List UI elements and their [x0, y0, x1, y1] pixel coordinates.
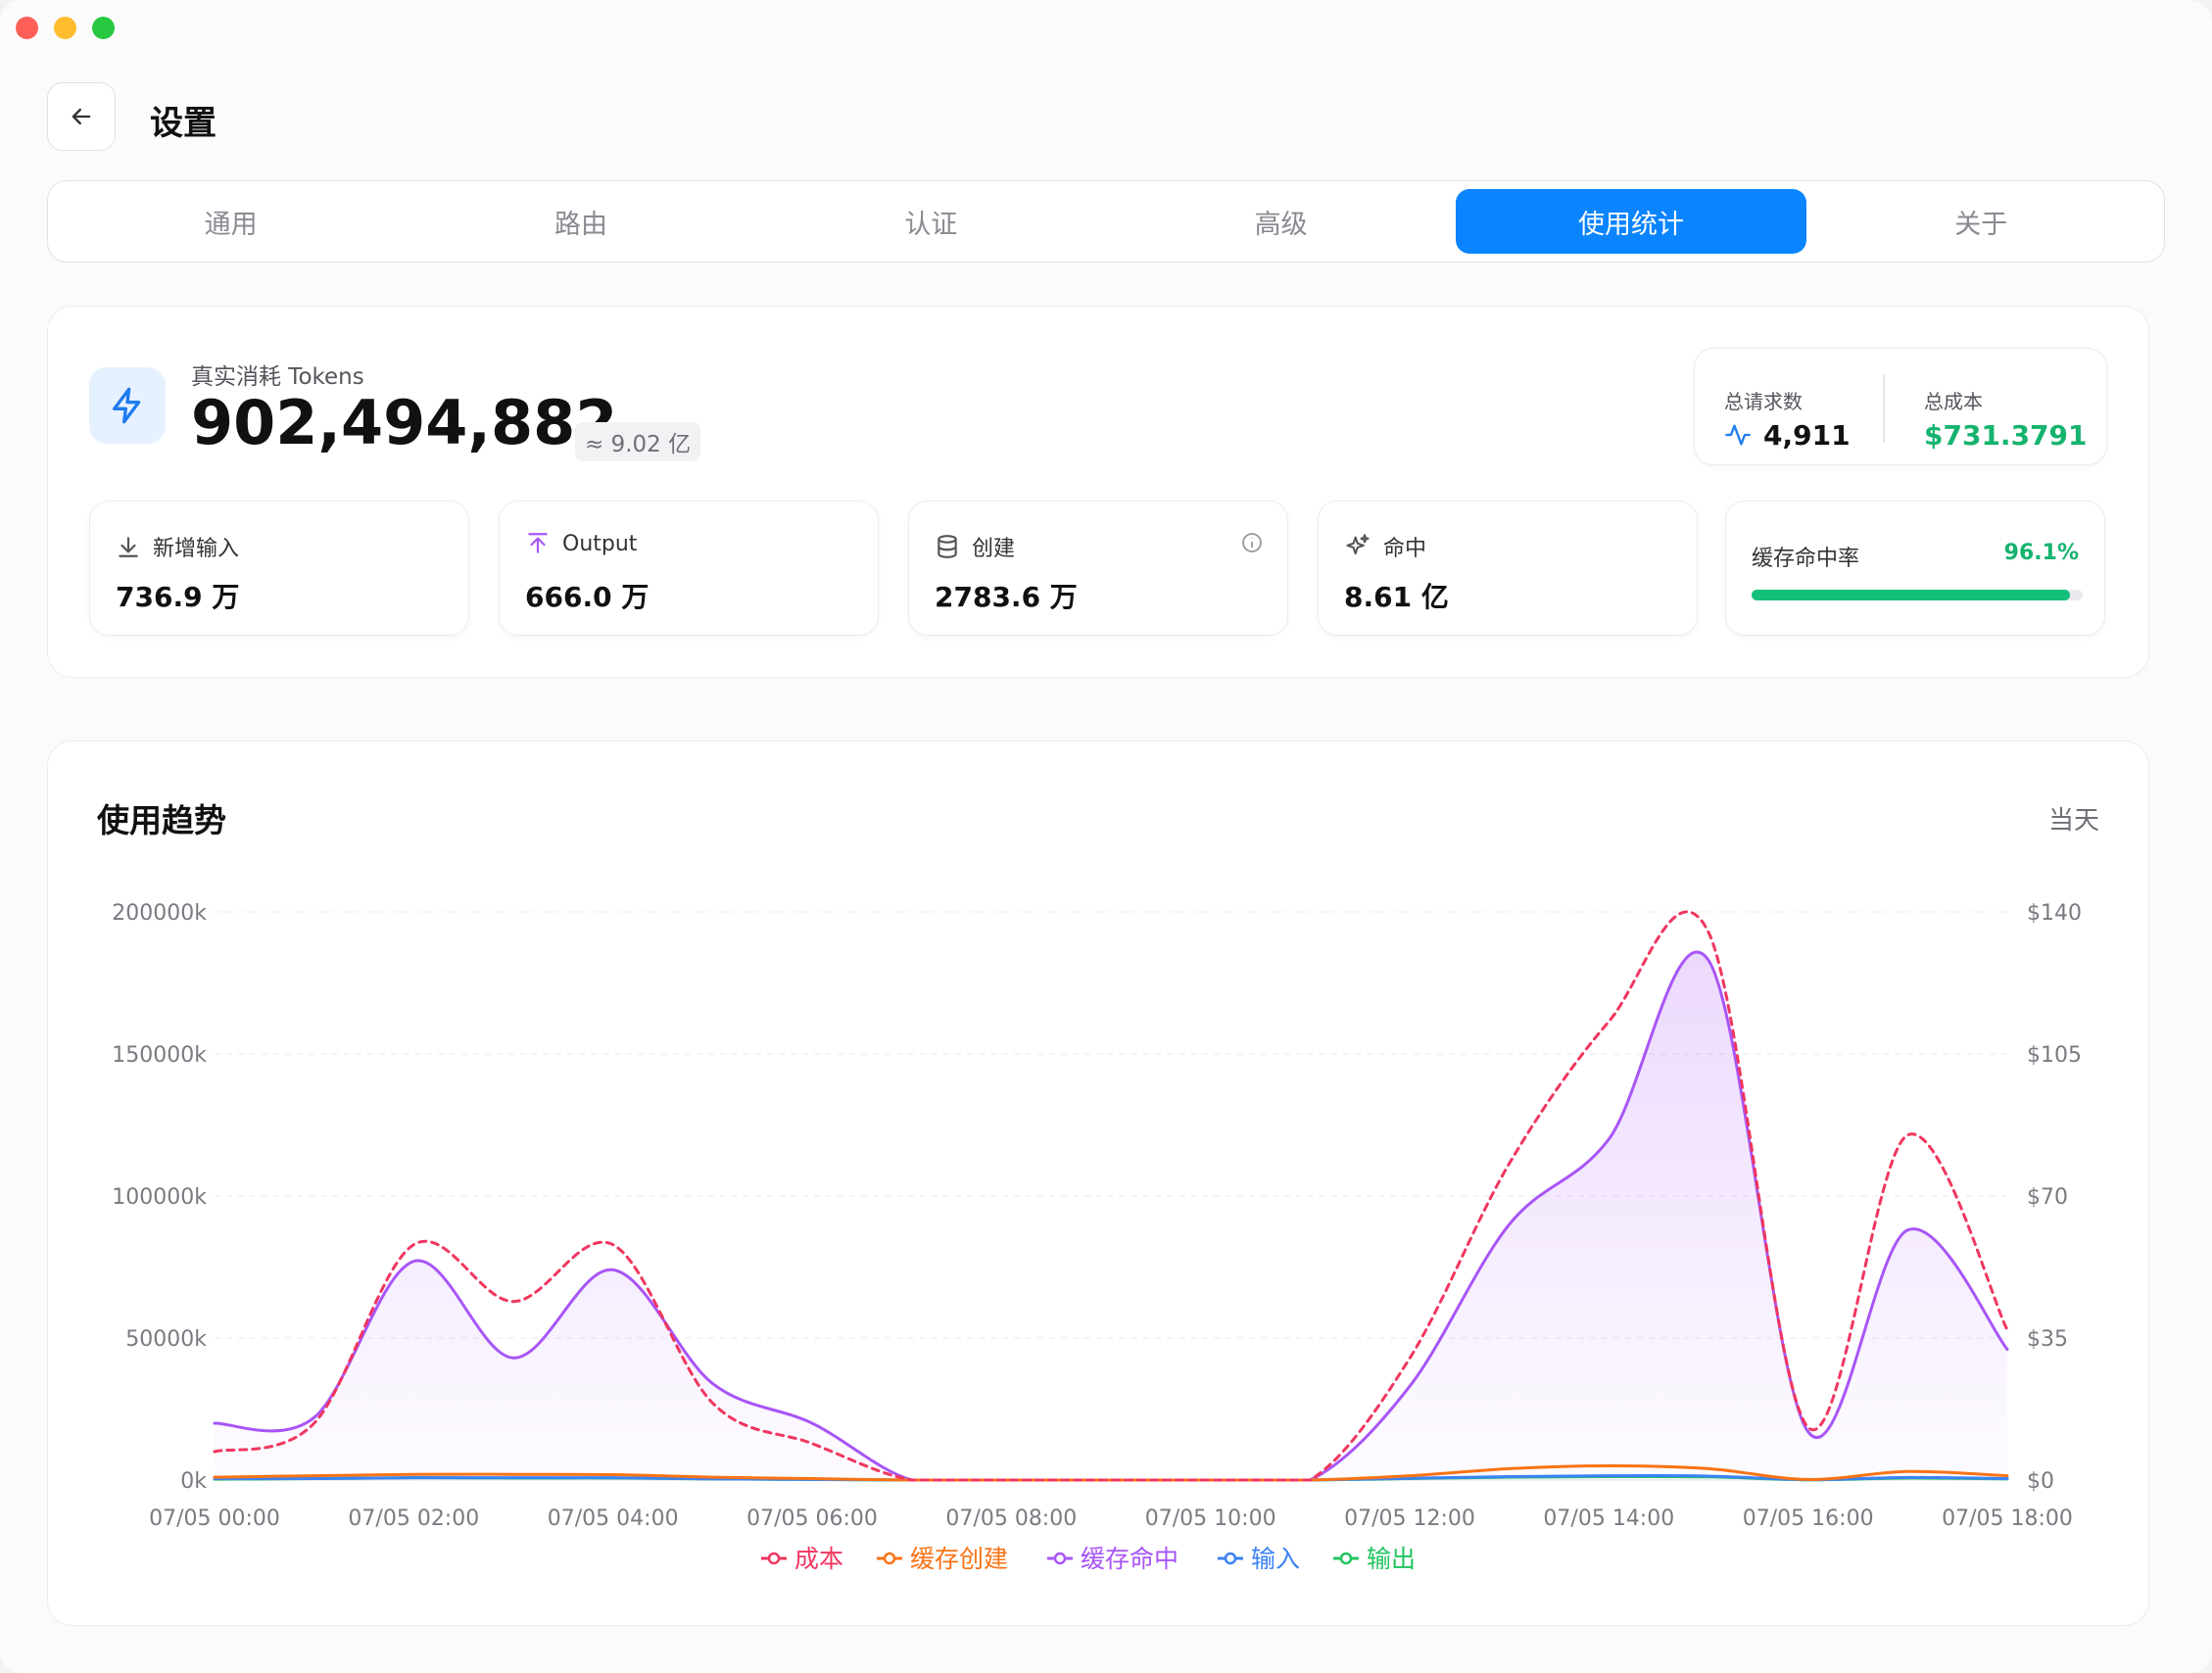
cache-hit-rate-card: 缓存命中率 96.1% [1725, 501, 2105, 636]
cache-rate-label: 缓存命中率 [1752, 547, 1860, 571]
cache-rate-progress-fill [1752, 590, 2070, 600]
usage-trend-chart: 0k $0 50000k $35 100000k $70 150000k $105 200000… [112, 901, 2082, 1573]
y-tick-left: 0k [180, 1469, 207, 1494]
total-requests-label: 总请求数 [1724, 390, 1803, 413]
tab-general[interactable]: 通用 [204, 209, 258, 240]
lightning-icon-box [89, 367, 166, 444]
x-tick: 07/05 06:00 [746, 1506, 878, 1531]
legend-item: 成本 [794, 1545, 843, 1573]
legend-marker-dot [767, 1552, 781, 1565]
tab-routing[interactable]: 路由 [553, 209, 607, 240]
x-tick: 07/05 14:00 [1543, 1506, 1674, 1531]
y-tick-left: 150000k [112, 1043, 207, 1068]
info-icon[interactable] [1240, 531, 1264, 554]
y-tick-left: 200000k [112, 901, 207, 926]
series-line-成本 [213, 910, 2009, 1482]
legend-item: 缓存创建 [910, 1545, 1008, 1573]
legend-marker-dot [1224, 1552, 1237, 1565]
upload-icon [528, 533, 548, 553]
x-tick: 07/05 04:00 [548, 1506, 679, 1531]
page-title: 设置 [150, 104, 216, 143]
x-tick: 07/05 10:00 [1145, 1506, 1276, 1531]
minimize-window-button[interactable] [54, 17, 76, 39]
legend-marker-dot [1053, 1552, 1067, 1565]
y-tick-left: 100000k [112, 1185, 207, 1210]
back-button[interactable] [47, 82, 116, 151]
stat-label: Output [562, 531, 638, 556]
total-cost-label: 总成本 [1924, 390, 1983, 413]
cache-hit-area [215, 951, 2007, 1480]
time-range-selector[interactable]: 当天 [2047, 806, 2099, 836]
stat-label: 创建 [972, 537, 1016, 561]
tab-auth[interactable]: 认证 [904, 209, 958, 240]
total-requests-value: 4,911 [1763, 419, 1851, 452]
lightning-icon [113, 387, 141, 424]
stat-card-output: Output 666.0 万 [499, 501, 879, 636]
tokens-value: 902,494,882 [191, 387, 618, 458]
stat-card-cache-hit: 命中 8.61 亿 [1318, 501, 1698, 636]
y-tick-right: $35 [2027, 1327, 2068, 1352]
tab-usage-stats[interactable]: 使用统计 [1456, 189, 1806, 254]
stat-value: 2783.6 万 [935, 581, 1078, 613]
total-cost-value: $731.3791 [1924, 419, 2088, 452]
cache-rate-progress-bar [1752, 590, 2083, 600]
stat-card-new-input: 新增输入 736.9 万 [89, 501, 469, 636]
legend-item: 输出 [1367, 1545, 1416, 1573]
download-icon [119, 537, 138, 557]
x-tick: 07/05 08:00 [945, 1506, 1077, 1531]
y-tick-right: $0 [2027, 1469, 2054, 1494]
y-tick-right: $105 [2027, 1043, 2082, 1068]
tab-about[interactable]: 关于 [1954, 209, 2008, 240]
cache-rate-value: 96.1% [2003, 541, 2079, 565]
usage-trend-card: 使用趋势 当天 0k $0 50000k $35 100000k $70 150000k $1… [47, 741, 2149, 1626]
x-tick: 07/05 02:00 [348, 1506, 479, 1531]
stat-value: 736.9 万 [116, 581, 240, 613]
x-tick: 07/05 00:00 [149, 1506, 280, 1531]
x-tick: 07/05 12:00 [1344, 1506, 1475, 1531]
legend-item: 缓存命中 [1081, 1545, 1178, 1573]
legend-item: 输入 [1251, 1545, 1300, 1573]
y-tick-right: $70 [2027, 1185, 2068, 1210]
activity-icon [1725, 424, 1751, 446]
database-icon [938, 535, 957, 558]
usage-summary-card: 真实消耗 Tokens 902,494,882 ≈ 9.02 亿 总请求数 4,… [47, 306, 2149, 678]
stat-label: 命中 [1383, 537, 1427, 561]
tab-advanced[interactable]: 高级 [1254, 209, 1308, 240]
tokens-label: 真实消耗 Tokens [191, 364, 364, 390]
y-tick-left: 50000k [125, 1327, 207, 1352]
stat-value: 8.61 亿 [1344, 581, 1449, 613]
tokens-approx-badge: ≈ 9.02 亿 [575, 422, 701, 461]
stat-value: 666.0 万 [525, 581, 649, 613]
legend-marker-dot [883, 1552, 896, 1565]
y-tick-right: $140 [2027, 901, 2082, 926]
divider [1883, 374, 1885, 443]
sparkles-icon [1346, 534, 1370, 555]
x-tick: 07/05 18:00 [1942, 1506, 2073, 1531]
trend-title: 使用趋势 [97, 801, 226, 839]
stat-label: 新增输入 [153, 537, 240, 561]
zoom-window-button[interactable] [92, 17, 115, 39]
settings-tabs: 通用 路由 认证 高级 使用统计 关于 [47, 180, 2165, 263]
x-tick: 07/05 16:00 [1743, 1506, 1874, 1531]
stat-card-cache-create: 创建 2783.6 万 [908, 501, 1288, 636]
legend-marker-dot [1339, 1552, 1353, 1565]
close-window-button[interactable] [16, 17, 38, 39]
arrow-left-icon [72, 108, 91, 125]
series-line-缓存创建 [213, 1463, 2009, 1482]
requests-cost-card: 总请求数 4,911 总成本 $731.3791 [1694, 348, 2107, 465]
window-controls [16, 17, 115, 39]
